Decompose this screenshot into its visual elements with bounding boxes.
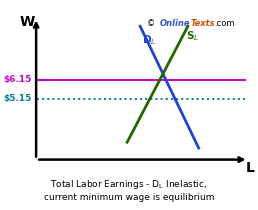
Text: $6.15: $6.15	[3, 75, 32, 84]
Text: .com: .com	[214, 19, 234, 28]
Text: $5.15: $5.15	[3, 94, 32, 103]
Text: Texts: Texts	[191, 19, 216, 28]
Text: S$_L$: S$_L$	[186, 29, 199, 43]
Text: W: W	[20, 15, 35, 29]
Text: ©: ©	[147, 19, 155, 28]
Text: D$_L$: D$_L$	[142, 34, 157, 47]
Text: Online: Online	[160, 19, 190, 28]
Text: L: L	[246, 161, 255, 175]
Text: Total Labor Earnings - $\mathregular{D_L}$ Inelastic,
current minimum wage is eq: Total Labor Earnings - $\mathregular{D_L…	[44, 178, 214, 202]
